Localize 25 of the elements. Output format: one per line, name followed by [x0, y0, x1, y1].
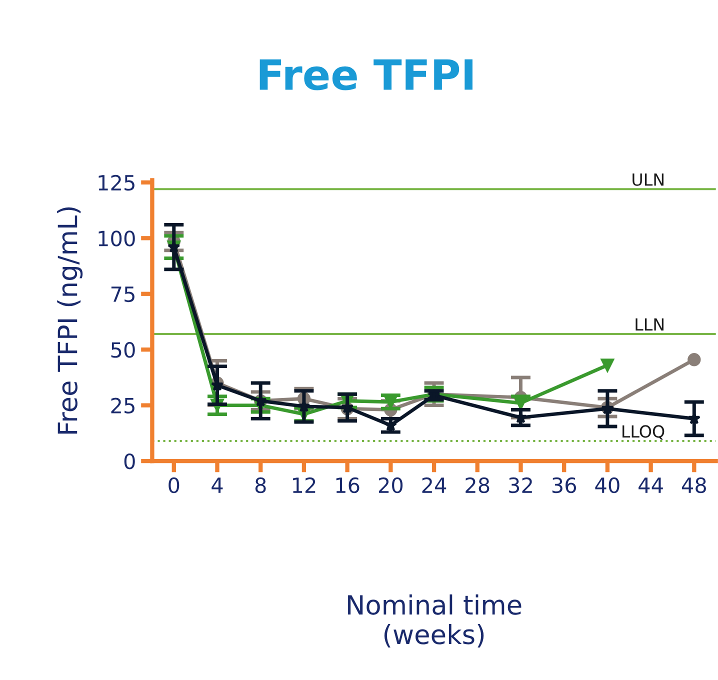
y-axis-title: Free TFPI (ng/mL): [57, 207, 83, 434]
x-tick-label: 16: [336, 477, 360, 494]
x-axis-title: Nominal time (weeks): [348, 594, 522, 648]
x-tick-label: 4: [212, 478, 223, 493]
x-tick-label: 20: [378, 477, 403, 494]
y-tick-label: 0: [124, 453, 135, 470]
chart-title: Free TFPI: [260, 59, 472, 90]
x-tick-label: 24: [422, 477, 446, 493]
y-tick-label: 100: [98, 230, 135, 246]
x-tick-label: 0: [168, 477, 180, 494]
x-tick-label: 12: [292, 477, 316, 493]
x-tick-label: 36: [552, 477, 576, 494]
ref-line-label: ULN: [632, 174, 664, 186]
x-tick-label: 48: [682, 477, 706, 494]
y-tick-label: 75: [111, 286, 134, 302]
x-tick-label: 32: [509, 477, 532, 494]
y-tick-label: 125: [98, 174, 134, 191]
ref-line-label: LLN: [636, 318, 664, 331]
ref-line-label: LLOQ: [622, 425, 664, 440]
y-tick-label: 25: [111, 398, 134, 414]
x-tick-label: 8: [255, 477, 266, 494]
x-tick-label: 28: [466, 477, 490, 494]
y-tick-label: 50: [111, 342, 135, 358]
x-tick-label: 40: [595, 477, 620, 494]
x-tick-label: 44: [638, 478, 663, 493]
